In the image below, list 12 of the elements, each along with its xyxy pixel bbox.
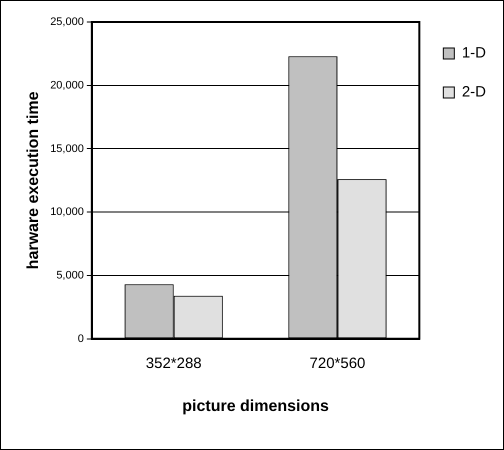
y-tick-label: 20,000 [50, 79, 84, 92]
y-tick-label: 10,000 [50, 206, 84, 218]
y-tick-label: 0 [78, 332, 84, 345]
x-axis-title: picture dimensions [182, 398, 330, 415]
legend-label: 1-D [462, 44, 486, 62]
y-tick-label: 5,000 [56, 269, 84, 282]
y-axis-title: harware execution time [25, 91, 42, 270]
x-tick-label: 720*560 [310, 354, 366, 372]
legend-label: 2-D [462, 84, 486, 101]
x-tick-label: 352*288 [146, 354, 202, 372]
y-tick-label: 15,000 [50, 142, 84, 155]
y-tick-label: 25,000 [50, 16, 84, 28]
